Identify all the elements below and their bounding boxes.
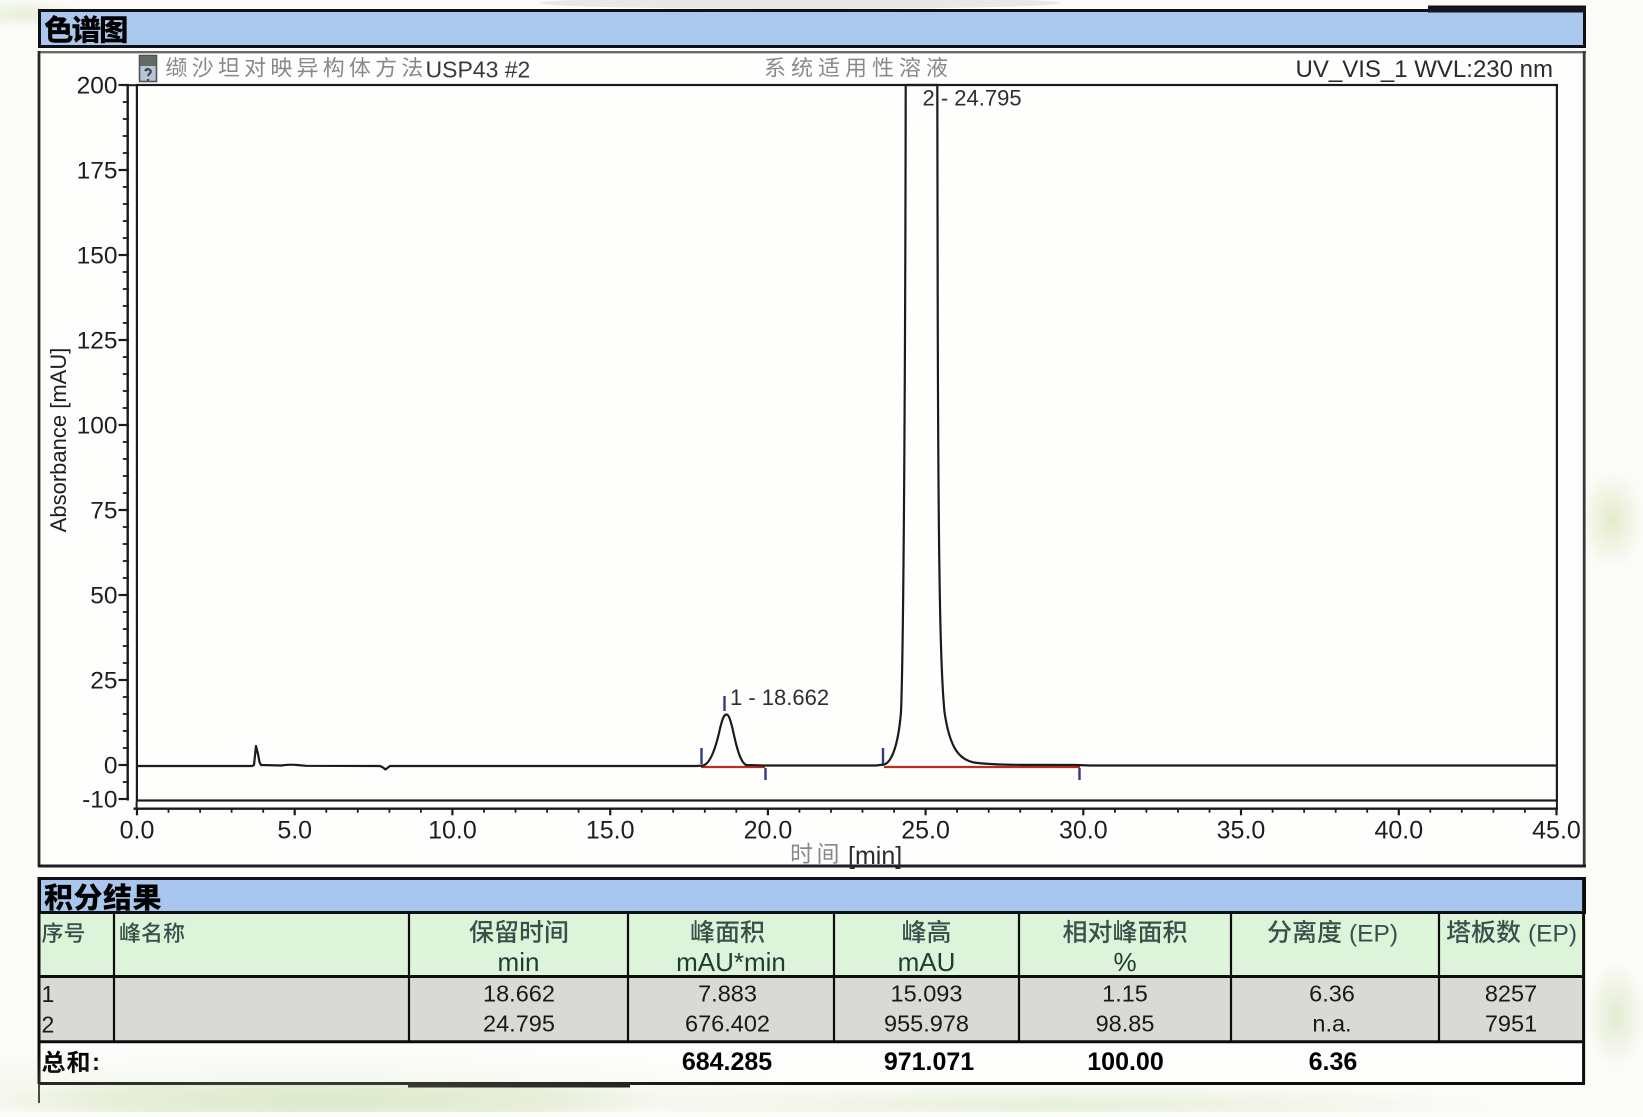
svg-text:25.0: 25.0 [901, 817, 950, 845]
svg-text:175: 175 [77, 158, 118, 185]
svg-text:50: 50 [90, 583, 117, 610]
svg-text:150: 150 [77, 243, 118, 270]
svg-text:24.795: 24.795 [483, 1011, 555, 1037]
svg-text:1: 1 [42, 981, 55, 1007]
svg-text:7.883: 7.883 [698, 981, 757, 1007]
svg-text:200: 200 [77, 73, 118, 100]
svg-text:30.0: 30.0 [1059, 817, 1108, 845]
svg-text:(EP): (EP) [1528, 921, 1577, 948]
svg-text:18.662: 18.662 [483, 981, 555, 1007]
svg-text:25: 25 [90, 668, 117, 695]
svg-text:1.15: 1.15 [1102, 981, 1148, 1007]
svg-text:UV_VIS_1 WVL:230 nm: UV_VIS_1 WVL:230 nm [1296, 56, 1553, 83]
svg-text:7951: 7951 [1485, 1011, 1537, 1037]
svg-text:676.402: 676.402 [685, 1011, 770, 1037]
svg-text:(EP): (EP) [1349, 921, 1398, 948]
svg-text:min: min [498, 947, 540, 977]
svg-text:6.36: 6.36 [1309, 1048, 1358, 1076]
svg-text:45.0: 45.0 [1532, 817, 1581, 845]
svg-text:Absorbance [mAU]: Absorbance [mAU] [46, 348, 71, 533]
svg-text:100: 100 [77, 413, 118, 440]
svg-text:10.0: 10.0 [428, 817, 477, 845]
svg-text:15.093: 15.093 [891, 981, 963, 1007]
svg-text:75: 75 [90, 498, 117, 525]
svg-text:0.0: 0.0 [120, 817, 155, 845]
svg-text:n.a.: n.a. [1312, 1011, 1351, 1037]
svg-text:35.0: 35.0 [1217, 817, 1266, 845]
svg-text:125: 125 [77, 328, 118, 355]
svg-text:15.0: 15.0 [586, 817, 635, 845]
svg-text:[min]: [min] [848, 842, 902, 870]
svg-text:0: 0 [104, 753, 118, 780]
svg-text:mAU: mAU [898, 947, 956, 977]
svg-text:2 - 24.795: 2 - 24.795 [923, 86, 1022, 111]
svg-text:1 - 18.662: 1 - 18.662 [730, 685, 829, 710]
svg-text:mAU*min: mAU*min [676, 947, 786, 977]
svg-text:2: 2 [42, 1012, 55, 1038]
svg-text:5.0: 5.0 [277, 817, 312, 845]
svg-text:-10: -10 [82, 787, 117, 814]
svg-text:6.36: 6.36 [1309, 981, 1355, 1007]
svg-text:8257: 8257 [1485, 981, 1537, 1007]
svg-text:98.85: 98.85 [1096, 1011, 1155, 1037]
svg-text:20.0: 20.0 [744, 817, 793, 845]
svg-text:955.978: 955.978 [884, 1011, 969, 1037]
svg-text:%: % [1113, 947, 1136, 977]
svg-text:USP43 #2: USP43 #2 [426, 57, 531, 83]
svg-text:100.00: 100.00 [1087, 1048, 1163, 1076]
svg-text:40.0: 40.0 [1374, 817, 1423, 845]
svg-text:971.071: 971.071 [884, 1048, 974, 1076]
